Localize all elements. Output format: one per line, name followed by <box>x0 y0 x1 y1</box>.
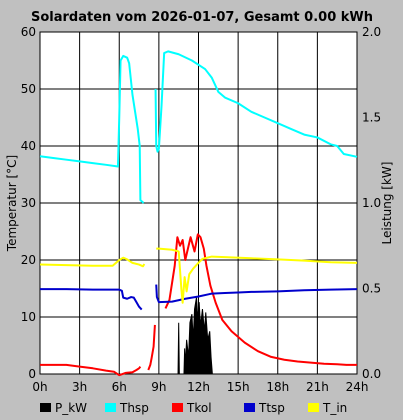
chart-title: Solardaten vom 2026-01-07, Gesamt 0.00 k… <box>31 10 373 25</box>
series-t-in-line <box>39 256 146 268</box>
legend-swatch-thsp <box>105 403 116 412</box>
y2-tick-label: 2.0 <box>362 25 381 39</box>
y-tick-label: 0 <box>28 367 36 381</box>
y2-axis-ticks: 0.0 0.5 1.0 1.5 2.0 <box>362 25 381 381</box>
y-tick-label: 50 <box>21 82 36 96</box>
y2-axis-label: Leistung [kW] <box>380 162 394 245</box>
legend-label-p-kw: P_kW <box>55 401 87 415</box>
legend-label-thsp: Thsp <box>119 401 149 415</box>
legend-label-t-in: T_in <box>322 401 347 415</box>
series-thsp-line <box>154 50 358 158</box>
legend-swatch-p-kw <box>40 403 51 412</box>
x-tick-label: 18h <box>266 380 289 394</box>
legend-swatch-ttsp <box>244 403 255 412</box>
x-tick-label: 0h <box>32 380 47 394</box>
series-layer <box>39 50 358 377</box>
x-tick-label: 3h <box>72 380 87 394</box>
series-ttsp-line <box>40 288 143 311</box>
y-tick-label: 10 <box>21 310 36 324</box>
y-tick-label: 20 <box>21 253 36 267</box>
x-tick-label: 15h <box>227 380 250 394</box>
series-tkol-line <box>147 324 156 371</box>
legend-swatch-tkol <box>172 403 183 412</box>
y-axis-ticks: 0 10 20 30 40 50 60 <box>21 25 36 381</box>
y2-tick-label: 0.5 <box>362 282 381 296</box>
x-tick-label: 9h <box>151 380 166 394</box>
series-thsp-line <box>39 54 145 204</box>
y2-tick-label: 1.5 <box>362 111 381 125</box>
legend: P_kW Thsp Tkol Ttsp T_in <box>40 401 347 415</box>
series-tkol-line <box>40 363 142 377</box>
y-axis-label: Temperatur [°C] <box>5 155 19 252</box>
x-tick-label: 24h <box>346 380 369 394</box>
y-tick-label: 40 <box>21 139 36 153</box>
y-tick-label: 30 <box>21 196 36 210</box>
series-p-kw-area <box>177 296 213 375</box>
x-tick-label: 12h <box>187 380 210 394</box>
legend-swatch-t-in <box>308 403 319 412</box>
series-t-in-line <box>156 247 358 304</box>
legend-label-tkol: Tkol <box>186 401 212 415</box>
y-tick-label: 60 <box>21 25 36 39</box>
y2-tick-label: 1.0 <box>362 196 381 210</box>
legend-label-ttsp: Ttsp <box>258 401 285 415</box>
series-tkol-line <box>164 233 357 366</box>
x-axis-ticks: 0h 3h 6h 9h 12h 15h 18h 21h 24h <box>32 380 368 394</box>
series-ttsp-line <box>155 284 358 304</box>
y2-tick-label: 0.0 <box>362 367 381 381</box>
x-tick-label: 21h <box>306 380 329 394</box>
x-tick-label: 6h <box>112 380 127 394</box>
